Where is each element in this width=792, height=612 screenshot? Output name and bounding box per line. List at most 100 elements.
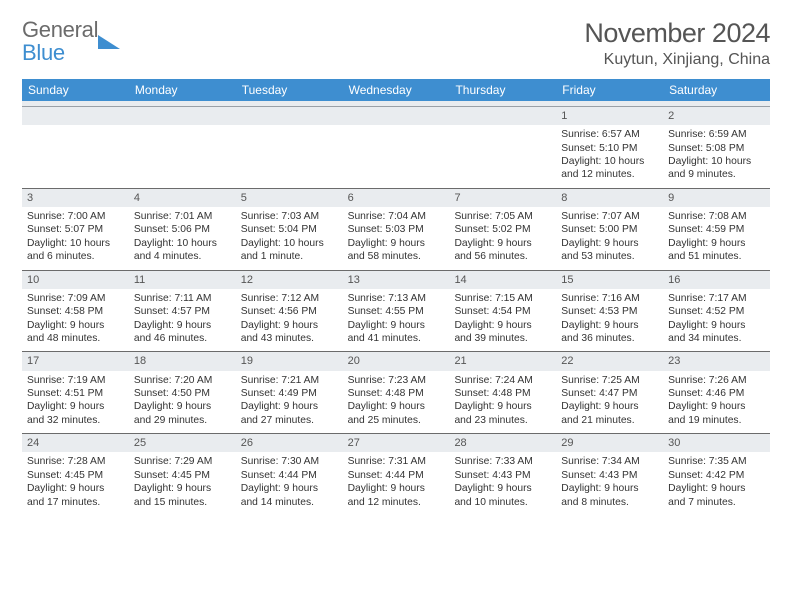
calendar-cell: 13Sunrise: 7:13 AMSunset: 4:55 PMDayligh…: [343, 271, 450, 352]
sunrise-text: Sunrise: 7:23 AM: [348, 374, 445, 387]
day-number: 2: [663, 107, 770, 125]
sunset-text: Sunset: 4:48 PM: [348, 387, 445, 400]
day-number: 10: [22, 271, 129, 289]
sunset-text: Sunset: 5:04 PM: [241, 223, 338, 236]
day-number: 17: [22, 352, 129, 370]
brand-line1: General: [22, 18, 98, 41]
sunrise-text: Sunrise: 7:16 AM: [561, 292, 658, 305]
daylight-text: and 19 minutes.: [668, 414, 765, 427]
calendar-cell: 22Sunrise: 7:25 AMSunset: 4:47 PMDayligh…: [556, 352, 663, 433]
sunset-text: Sunset: 4:46 PM: [668, 387, 765, 400]
daylight-text: and 29 minutes.: [134, 414, 231, 427]
day-number: 8: [556, 189, 663, 207]
day-number-empty: [449, 107, 556, 125]
sunrise-text: Sunrise: 7:04 AM: [348, 210, 445, 223]
month-title: November 2024: [584, 18, 770, 49]
sunset-text: Sunset: 4:59 PM: [668, 223, 765, 236]
day-number: 22: [556, 352, 663, 370]
sunrise-text: Sunrise: 7:11 AM: [134, 292, 231, 305]
daylight-text: and 6 minutes.: [27, 250, 124, 263]
daylight-text: Daylight: 10 hours: [668, 155, 765, 168]
sunrise-text: Sunrise: 6:57 AM: [561, 128, 658, 141]
sunrise-text: Sunrise: 7:05 AM: [454, 210, 551, 223]
daylight-text: and 15 minutes.: [134, 496, 231, 509]
sunrise-text: Sunrise: 7:30 AM: [241, 455, 338, 468]
calendar-cell: 17Sunrise: 7:19 AMSunset: 4:51 PMDayligh…: [22, 352, 129, 433]
sunset-text: Sunset: 5:02 PM: [454, 223, 551, 236]
daylight-text: and 39 minutes.: [454, 332, 551, 345]
daylight-text: and 7 minutes.: [668, 496, 765, 509]
daylight-text: and 41 minutes.: [348, 332, 445, 345]
sunset-text: Sunset: 4:56 PM: [241, 305, 338, 318]
daylight-text: Daylight: 9 hours: [134, 319, 231, 332]
daylight-text: and 27 minutes.: [241, 414, 338, 427]
day-number: 19: [236, 352, 343, 370]
calendar-cell: 1Sunrise: 6:57 AMSunset: 5:10 PMDaylight…: [556, 107, 663, 188]
daylight-text: and 8 minutes.: [561, 496, 658, 509]
sunset-text: Sunset: 5:03 PM: [348, 223, 445, 236]
daylight-text: Daylight: 10 hours: [134, 237, 231, 250]
day-number: 6: [343, 189, 450, 207]
sunrise-text: Sunrise: 7:34 AM: [561, 455, 658, 468]
weekday-header: Thursday: [449, 79, 556, 101]
day-number: 20: [343, 352, 450, 370]
daylight-text: and 51 minutes.: [668, 250, 765, 263]
daylight-text: and 58 minutes.: [348, 250, 445, 263]
calendar-cell: 10Sunrise: 7:09 AMSunset: 4:58 PMDayligh…: [22, 271, 129, 352]
day-number: 12: [236, 271, 343, 289]
sunrise-text: Sunrise: 7:12 AM: [241, 292, 338, 305]
sunrise-text: Sunrise: 7:26 AM: [668, 374, 765, 387]
sunrise-text: Sunrise: 7:25 AM: [561, 374, 658, 387]
calendar-cell: 7Sunrise: 7:05 AMSunset: 5:02 PMDaylight…: [449, 189, 556, 270]
daylight-text: and 17 minutes.: [27, 496, 124, 509]
daylight-text: Daylight: 9 hours: [348, 237, 445, 250]
calendar-cell: 26Sunrise: 7:30 AMSunset: 4:44 PMDayligh…: [236, 434, 343, 515]
day-number: 13: [343, 271, 450, 289]
daylight-text: Daylight: 9 hours: [241, 482, 338, 495]
daylight-text: Daylight: 9 hours: [668, 319, 765, 332]
sunset-text: Sunset: 5:00 PM: [561, 223, 658, 236]
sunset-text: Sunset: 4:51 PM: [27, 387, 124, 400]
daylight-text: and 4 minutes.: [134, 250, 231, 263]
calendar-page: General Blue November 2024 Kuytun, Xinji…: [0, 0, 792, 533]
calendar-grid: SundayMondayTuesdayWednesdayThursdayFrid…: [22, 79, 770, 515]
day-number: 18: [129, 352, 236, 370]
calendar-cell: 19Sunrise: 7:21 AMSunset: 4:49 PMDayligh…: [236, 352, 343, 433]
sunset-text: Sunset: 4:52 PM: [668, 305, 765, 318]
sunset-text: Sunset: 4:50 PM: [134, 387, 231, 400]
calendar-cell: 18Sunrise: 7:20 AMSunset: 4:50 PMDayligh…: [129, 352, 236, 433]
daylight-text: and 12 minutes.: [561, 168, 658, 181]
daylight-text: and 32 minutes.: [27, 414, 124, 427]
daylight-text: Daylight: 10 hours: [241, 237, 338, 250]
calendar-cell: 4Sunrise: 7:01 AMSunset: 5:06 PMDaylight…: [129, 189, 236, 270]
calendar-cell: [449, 107, 556, 188]
sunrise-text: Sunrise: 7:07 AM: [561, 210, 658, 223]
sunset-text: Sunset: 4:53 PM: [561, 305, 658, 318]
day-number: 11: [129, 271, 236, 289]
sunset-text: Sunset: 4:43 PM: [454, 469, 551, 482]
brand-logo: General Blue: [22, 18, 120, 64]
daylight-text: Daylight: 9 hours: [348, 482, 445, 495]
sunrise-text: Sunrise: 7:09 AM: [27, 292, 124, 305]
sunrise-text: Sunrise: 7:08 AM: [668, 210, 765, 223]
sunrise-text: Sunrise: 7:13 AM: [348, 292, 445, 305]
sunset-text: Sunset: 4:55 PM: [348, 305, 445, 318]
day-number: 5: [236, 189, 343, 207]
logo-triangle-icon: [98, 35, 120, 49]
logo-text-block: General Blue: [22, 18, 98, 64]
day-number: 9: [663, 189, 770, 207]
daylight-text: Daylight: 9 hours: [454, 319, 551, 332]
daylight-text: Daylight: 9 hours: [668, 400, 765, 413]
calendar-cell: [236, 107, 343, 188]
sunset-text: Sunset: 4:45 PM: [27, 469, 124, 482]
calendar-week: 24Sunrise: 7:28 AMSunset: 4:45 PMDayligh…: [22, 433, 770, 515]
weekday-header: Saturday: [663, 79, 770, 101]
calendar-cell: 24Sunrise: 7:28 AMSunset: 4:45 PMDayligh…: [22, 434, 129, 515]
calendar-cell: 8Sunrise: 7:07 AMSunset: 5:00 PMDaylight…: [556, 189, 663, 270]
sunset-text: Sunset: 5:10 PM: [561, 142, 658, 155]
calendar-cell: 3Sunrise: 7:00 AMSunset: 5:07 PMDaylight…: [22, 189, 129, 270]
sunrise-text: Sunrise: 7:33 AM: [454, 455, 551, 468]
daylight-text: Daylight: 9 hours: [454, 237, 551, 250]
sunrise-text: Sunrise: 7:21 AM: [241, 374, 338, 387]
daylight-text: and 12 minutes.: [348, 496, 445, 509]
